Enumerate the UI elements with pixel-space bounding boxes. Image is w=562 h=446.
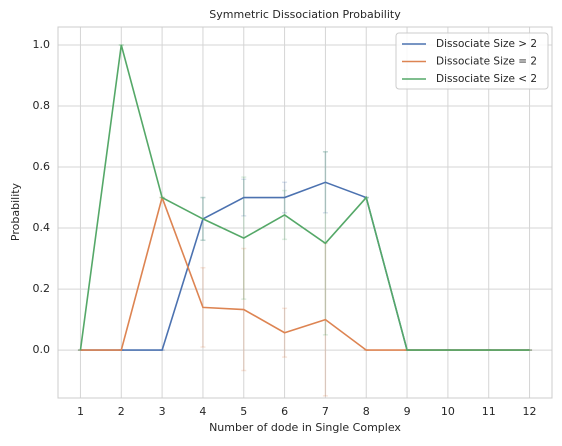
x-tick-label: 4 [199, 405, 206, 418]
y-axis-label: Probability [9, 182, 22, 241]
x-tick-label: 6 [281, 405, 288, 418]
legend-box [395, 32, 549, 90]
line-series [80, 181, 530, 351]
plot-frame [57, 26, 553, 399]
x-tick-label: 12 [523, 405, 537, 418]
y-tick-label: 0.0 [33, 343, 51, 356]
x-tick-label: 11 [482, 405, 496, 418]
line-series [80, 194, 530, 351]
x-tick-label: 10 [441, 405, 455, 418]
x-tick-label: 5 [240, 405, 247, 418]
x-tick-label: 3 [159, 405, 166, 418]
legend-label: Dissociate Size > 2 [436, 38, 537, 50]
legend-label: Dissociate Size < 2 [436, 73, 537, 85]
y-tick-label: 0.6 [33, 160, 51, 173]
x-tick-label: 2 [118, 405, 125, 418]
y-tick-label: 0.4 [33, 221, 51, 234]
y-tick-label: 0.8 [33, 99, 51, 112]
x-tick-label: 8 [363, 405, 370, 418]
y-tick-label: 1.0 [33, 38, 51, 51]
x-tick-label: 1 [77, 405, 84, 418]
x-tick-label: 7 [322, 405, 329, 418]
x-tick-label: 9 [404, 405, 411, 418]
chart-title: Symmetric Dissociation Probability [209, 8, 401, 21]
legend-label: Dissociate Size = 2 [436, 56, 537, 68]
x-axis-label: Number of dode in Single Complex [209, 421, 401, 434]
y-tick-label: 0.2 [33, 282, 51, 295]
line-series [79, 44, 530, 351]
